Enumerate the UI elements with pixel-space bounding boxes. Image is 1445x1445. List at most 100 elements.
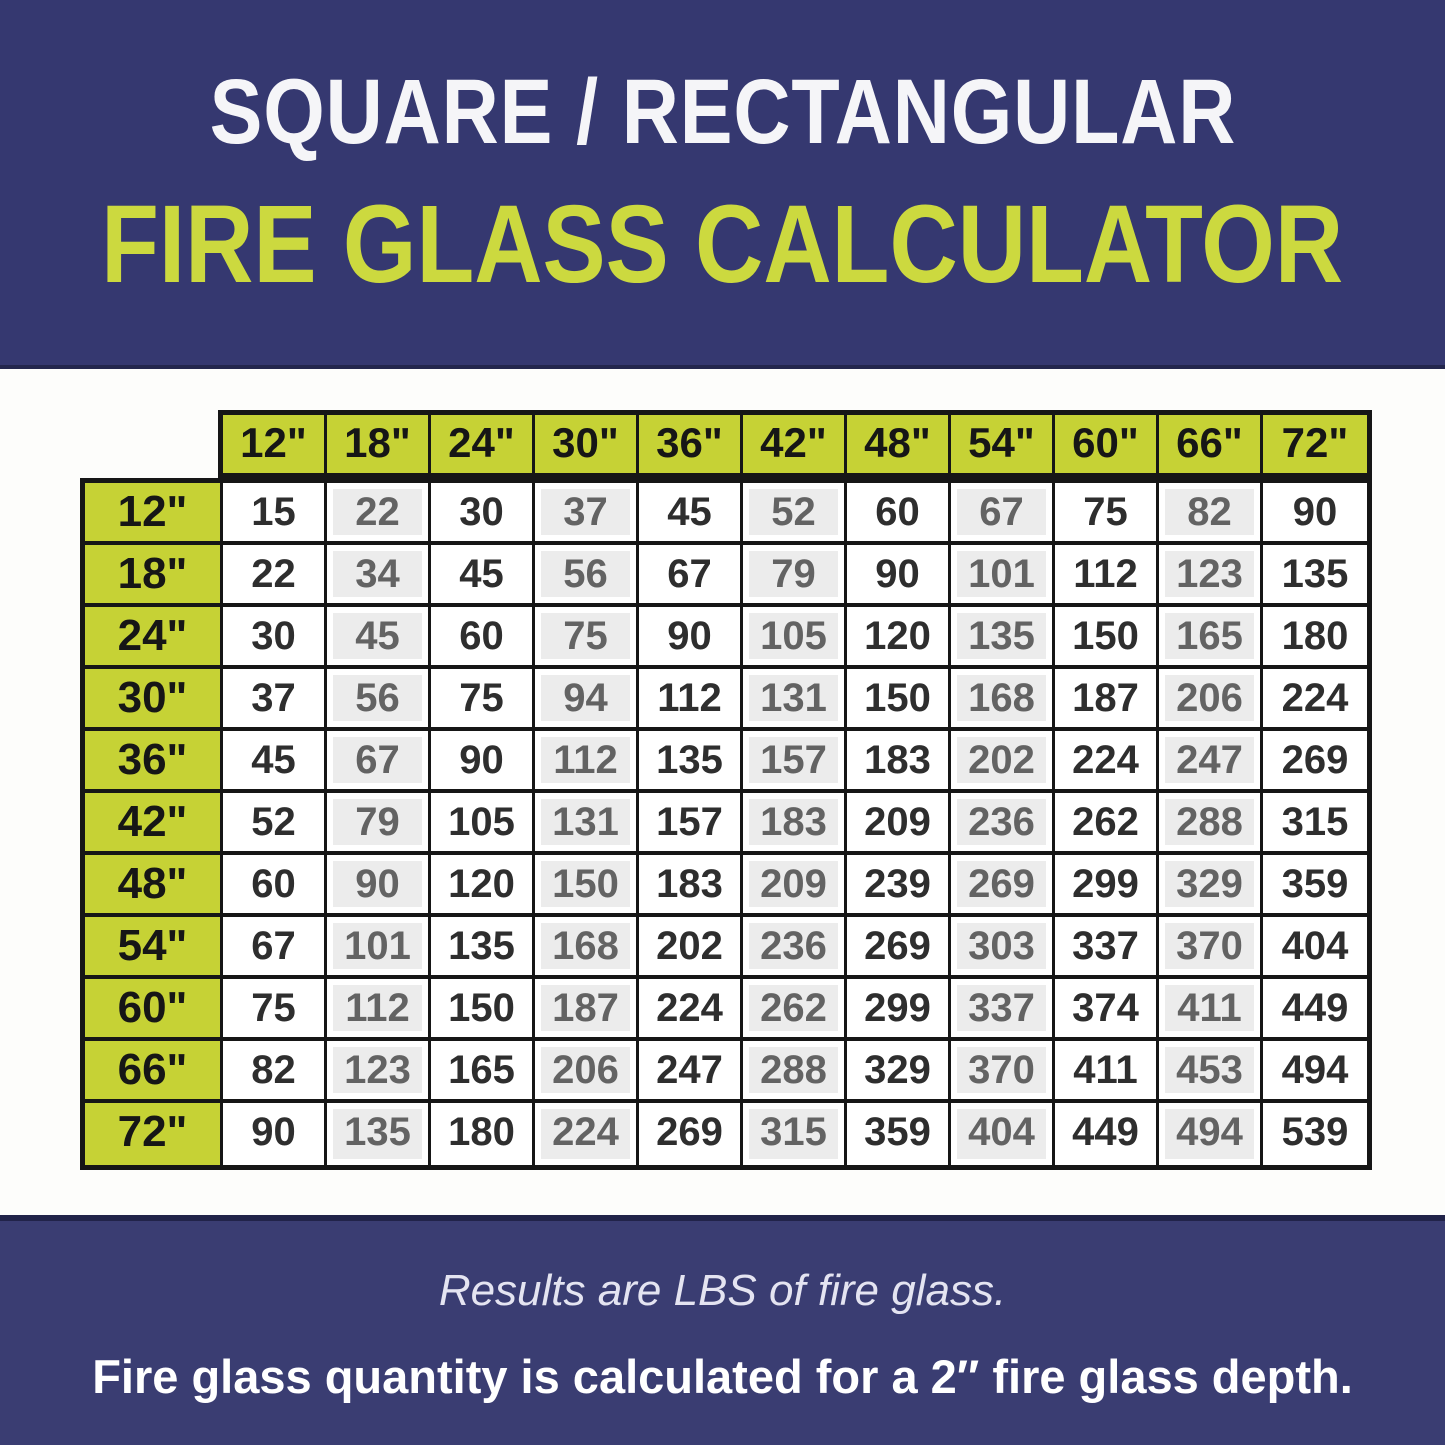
value-cell: 449	[1263, 979, 1367, 1041]
value-cell: 34	[327, 545, 431, 607]
value-cell: 90	[1263, 483, 1367, 545]
value-cell: 75	[535, 607, 639, 669]
value-cell: 206	[1159, 669, 1263, 731]
value-cell: 112	[639, 669, 743, 731]
value-cell: 22	[327, 483, 431, 545]
value-cell: 67	[223, 917, 327, 979]
value-cell: 183	[743, 793, 847, 855]
row-header-66in: 66"	[85, 1041, 223, 1103]
value-cell: 168	[951, 669, 1055, 731]
value-cell: 90	[639, 607, 743, 669]
value-cell: 112	[327, 979, 431, 1041]
value-cell: 90	[847, 545, 951, 607]
value-cell: 60	[847, 483, 951, 545]
row-header-54in: 54"	[85, 917, 223, 979]
value-cell: 90	[431, 731, 535, 793]
column-header-row: 12" 18" 24" 30" 36" 42" 48" 54" 60" 66" 72"	[218, 410, 1372, 478]
value-cell: 209	[847, 793, 951, 855]
value-cell: 60	[431, 607, 535, 669]
value-cell: 75	[223, 979, 327, 1041]
value-cell: 183	[639, 855, 743, 917]
value-cell: 120	[847, 607, 951, 669]
value-cell: 337	[951, 979, 1055, 1041]
value-cell: 135	[431, 917, 535, 979]
value-cell: 45	[431, 545, 535, 607]
value-cell: 157	[639, 793, 743, 855]
value-cell: 90	[223, 1103, 327, 1165]
value-cell: 67	[951, 483, 1055, 545]
value-cell: 101	[327, 917, 431, 979]
row-header-48in: 48"	[85, 855, 223, 917]
col-header-42in: 42"	[743, 415, 847, 473]
value-cell: 150	[535, 855, 639, 917]
value-cell: 269	[951, 855, 1055, 917]
value-cell: 123	[327, 1041, 431, 1103]
value-cell: 404	[951, 1103, 1055, 1165]
footer-band: Results are LBS of fire glass. Fire glas…	[0, 1215, 1445, 1445]
value-cell: 123	[1159, 545, 1263, 607]
col-header-66in: 66"	[1159, 415, 1263, 473]
page-subtitle: SQUARE / RECTANGULAR	[0, 66, 1445, 158]
col-header-30in: 30"	[535, 415, 639, 473]
value-cell: 45	[327, 607, 431, 669]
value-cell: 168	[535, 917, 639, 979]
col-header-48in: 48"	[847, 415, 951, 473]
value-cell: 449	[1055, 1103, 1159, 1165]
value-cell: 90	[327, 855, 431, 917]
value-cell: 56	[535, 545, 639, 607]
value-cell: 269	[639, 1103, 743, 1165]
value-cell: 157	[743, 731, 847, 793]
value-cell: 37	[223, 669, 327, 731]
value-cell: 370	[1159, 917, 1263, 979]
value-cell: 187	[1055, 669, 1159, 731]
value-cell: 135	[639, 731, 743, 793]
value-cell: 206	[535, 1041, 639, 1103]
value-cell: 288	[1159, 793, 1263, 855]
value-cell: 79	[327, 793, 431, 855]
value-cell: 288	[743, 1041, 847, 1103]
value-cell: 150	[1055, 607, 1159, 669]
value-cell: 404	[1263, 917, 1367, 979]
value-cell: 75	[1055, 483, 1159, 545]
value-cell: 539	[1263, 1103, 1367, 1165]
value-cell: 131	[535, 793, 639, 855]
value-cell: 180	[1263, 607, 1367, 669]
value-cell: 45	[223, 731, 327, 793]
page-title: FIRE GLASS CALCULATOR	[0, 190, 1445, 300]
value-cell: 494	[1159, 1103, 1263, 1165]
value-cell: 224	[1055, 731, 1159, 793]
footer-caption: Fire glass quantity is calculated for a …	[92, 1350, 1353, 1403]
col-header-24in: 24"	[431, 415, 535, 473]
value-cell: 247	[639, 1041, 743, 1103]
value-cell: 374	[1055, 979, 1159, 1041]
value-cell: 37	[535, 483, 639, 545]
value-cell: 105	[743, 607, 847, 669]
value-cell: 269	[1263, 731, 1367, 793]
value-cell: 453	[1159, 1041, 1263, 1103]
value-cell: 224	[639, 979, 743, 1041]
value-cell: 30	[431, 483, 535, 545]
value-cell: 131	[743, 669, 847, 731]
value-cell: 165	[1159, 607, 1263, 669]
value-cell: 79	[743, 545, 847, 607]
value-cell: 269	[847, 917, 951, 979]
col-header-60in: 60"	[1055, 415, 1159, 473]
value-cell: 135	[327, 1103, 431, 1165]
row-header-24in: 24"	[85, 607, 223, 669]
value-cell: 239	[847, 855, 951, 917]
value-cell: 94	[535, 669, 639, 731]
value-cell: 299	[847, 979, 951, 1041]
value-cell: 236	[743, 917, 847, 979]
value-cell: 52	[743, 483, 847, 545]
value-cell: 150	[847, 669, 951, 731]
value-cell: 183	[847, 731, 951, 793]
value-cell: 329	[847, 1041, 951, 1103]
value-cell: 165	[431, 1041, 535, 1103]
value-cell: 150	[431, 979, 535, 1041]
value-cell: 187	[535, 979, 639, 1041]
value-cell: 135	[951, 607, 1055, 669]
value-cell: 202	[951, 731, 1055, 793]
value-cell: 52	[223, 793, 327, 855]
value-cell: 101	[951, 545, 1055, 607]
